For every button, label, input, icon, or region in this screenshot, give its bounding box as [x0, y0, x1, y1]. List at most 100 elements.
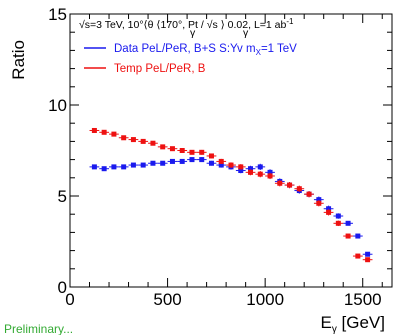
data-point [99, 166, 110, 172]
data-point [265, 172, 275, 180]
marker [169, 146, 175, 152]
header-gamma-sub: γ [190, 27, 196, 39]
data-point [109, 131, 119, 137]
marker [365, 257, 371, 263]
data-point [138, 162, 149, 168]
marker [326, 206, 332, 212]
y-tick-label: 15 [48, 5, 67, 24]
marker [199, 149, 205, 155]
data-point [235, 164, 246, 170]
data-point [118, 164, 129, 170]
marker [287, 182, 293, 188]
marker [208, 160, 214, 166]
marker [111, 131, 117, 137]
data-point [362, 251, 373, 257]
marker [101, 166, 107, 172]
marker [306, 191, 312, 197]
data-point [274, 180, 285, 187]
marker [91, 127, 97, 133]
marker [335, 213, 341, 219]
marker [335, 220, 341, 226]
data-point [89, 164, 100, 170]
marker [345, 220, 351, 226]
y-axis-title: Ratio [9, 40, 28, 80]
marker [218, 158, 224, 164]
data-point [128, 162, 139, 168]
data-point [148, 160, 158, 166]
data-point [177, 158, 188, 164]
series-0 [89, 157, 373, 257]
marker [189, 157, 195, 163]
marker [248, 166, 254, 172]
marker [140, 138, 146, 144]
marker [91, 164, 97, 170]
legend: Data PeL/PeR, B+S S:Yv mX=1 TeV Temp PeL… [84, 43, 297, 75]
x-axis-title: Eγ [GeV] [320, 313, 385, 335]
x-tick-label: 500 [153, 290, 181, 309]
marker [189, 149, 195, 155]
marker [238, 164, 244, 170]
data-point [343, 220, 353, 226]
marker [257, 164, 263, 170]
marker [228, 162, 234, 168]
marker [130, 162, 136, 168]
marker [111, 164, 117, 170]
marker [101, 129, 107, 135]
marker [121, 164, 127, 170]
data-point [187, 149, 197, 155]
data-point [245, 169, 256, 176]
data-point [226, 162, 236, 168]
data-point [294, 185, 305, 192]
marker [277, 180, 283, 186]
data-point [118, 135, 129, 141]
header-gamma-sub-2: γ [243, 27, 249, 39]
marker [257, 171, 263, 177]
legend-label-temp: Temp PeL/PeR, B [114, 63, 206, 75]
marker [238, 168, 244, 174]
data-point [333, 220, 344, 227]
data-point [196, 149, 207, 155]
marker [267, 169, 273, 175]
marker [296, 186, 302, 192]
data-point [128, 137, 139, 143]
data-point [352, 233, 363, 239]
x-tick-label: 0 [65, 290, 74, 309]
marker [355, 233, 361, 239]
marker [169, 158, 175, 164]
x-tick-label: 1500 [344, 290, 382, 309]
data-point [148, 140, 158, 146]
data-point [343, 233, 353, 239]
data-point [187, 157, 197, 163]
data-point [138, 138, 149, 144]
data-point [206, 153, 217, 159]
plot-frame [69, 13, 393, 288]
data-point [196, 157, 207, 163]
series-1 [89, 127, 373, 263]
data-point [89, 127, 100, 133]
data-point [255, 163, 266, 170]
legend-label-data: Data PeL/PeR, B+S S:Yv mX=1 TeV [114, 43, 297, 57]
marker [316, 197, 322, 203]
bottom-note: Preliminary... [4, 322, 73, 335]
marker [218, 162, 224, 168]
marker [267, 173, 273, 179]
marker [121, 135, 127, 141]
data-point [352, 253, 363, 259]
axis-ticks: 0 500 1000 1500 0 5 10 15 [48, 5, 392, 309]
x-tick-label: 1000 [246, 290, 284, 309]
marker [130, 137, 136, 143]
data-point [333, 213, 344, 219]
marker [160, 160, 166, 166]
data-point [284, 181, 295, 189]
marker [316, 200, 322, 206]
data-point [177, 148, 188, 153]
data-point [157, 144, 168, 150]
marker [248, 169, 254, 175]
data-point [216, 158, 227, 164]
data-point [109, 164, 119, 170]
marker [345, 233, 351, 239]
data-point [206, 160, 217, 166]
data-point [362, 257, 373, 263]
y-tick-label: 5 [58, 187, 67, 206]
